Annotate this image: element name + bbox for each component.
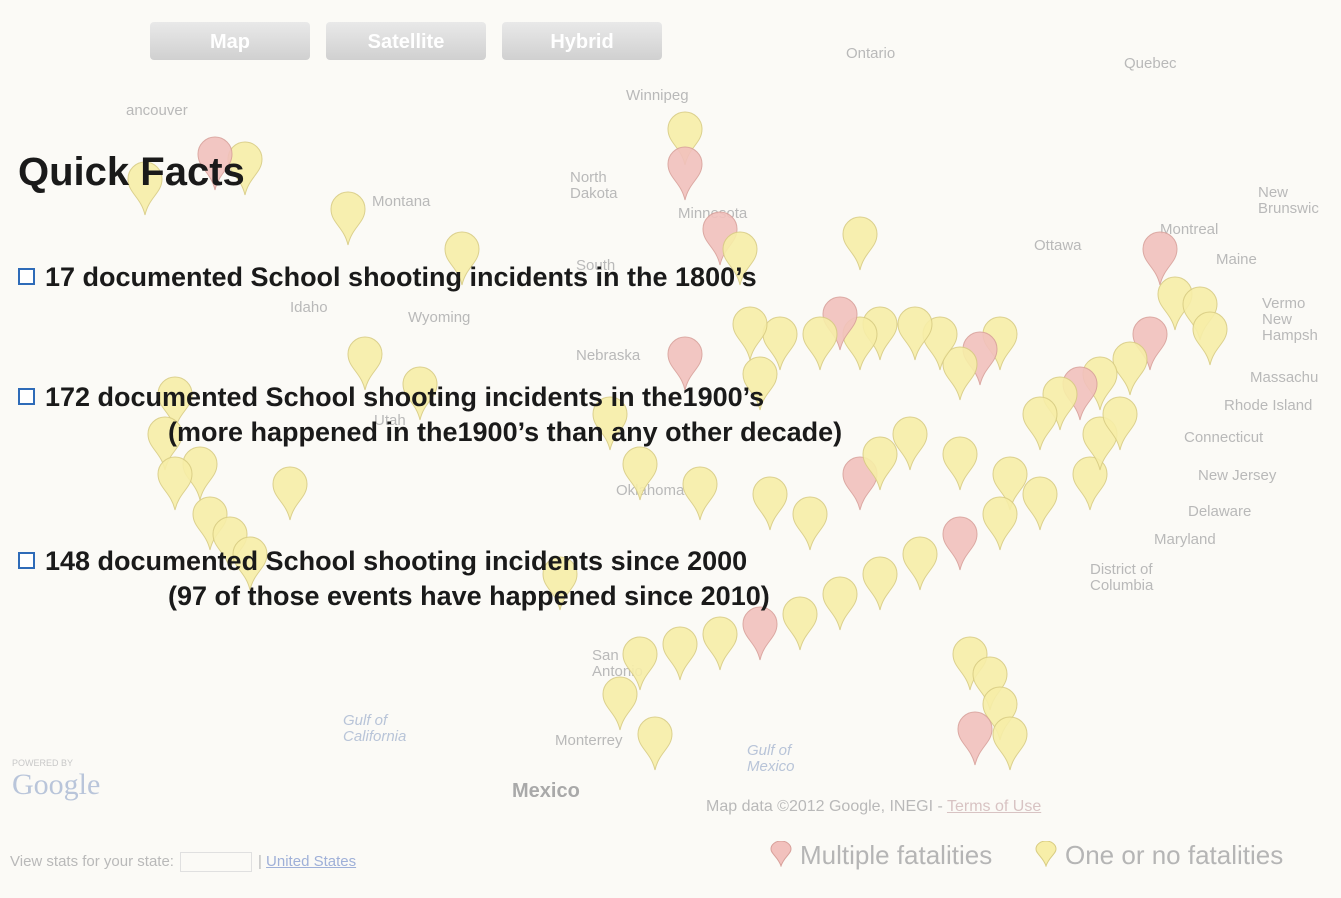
stats-link[interactable]: United States <box>266 853 356 870</box>
fact-sub: (more happened in the1900’s than any oth… <box>18 417 842 448</box>
state-select[interactable] <box>180 852 252 872</box>
fact-line: 148 documented School shooting incidents… <box>45 546 747 576</box>
legend-pin-shape <box>1036 841 1056 866</box>
stats-label: View stats for your state: <box>10 853 174 870</box>
legend-label: One or no fatalities <box>1065 840 1283 870</box>
legend-item: One or no fatalities <box>1035 840 1283 871</box>
map-type-button[interactable]: Satellite <box>326 22 486 60</box>
fact-line: 17 documented School shooting incidents … <box>45 262 757 292</box>
map-type-button[interactable]: Map <box>150 22 310 60</box>
map-attribution: Map data ©2012 Google, INEGI - Terms of … <box>706 798 1041 816</box>
map-type-button[interactable]: Hybrid <box>502 22 662 60</box>
legend-label: Multiple fatalities <box>800 840 992 870</box>
google-text: Google <box>12 768 100 801</box>
fact-sub: (97 of those events have happened since … <box>18 581 770 612</box>
stats-bar: View stats for your state:| United State… <box>10 852 356 872</box>
checkbox-bullet <box>18 388 35 405</box>
terms-link[interactable]: Terms of Use <box>947 798 1041 815</box>
powered-by: POWERED BY <box>12 758 100 768</box>
page: {"buttons": ["Map", "Satellite", "Hybrid… <box>0 0 1341 898</box>
checkbox-bullet <box>18 268 35 285</box>
legend-pin <box>1035 841 1057 867</box>
fact-line: 172 documented School shooting incidents… <box>45 382 764 412</box>
slide: Quick Facts 17 documented School shootin… <box>0 0 1341 898</box>
fact: 17 documented School shooting incidents … <box>18 262 757 293</box>
fact: 172 documented School shooting incidents… <box>18 382 842 448</box>
google-logo: POWERED BY Google <box>12 758 100 802</box>
checkbox-bullet <box>18 552 35 569</box>
fact: 148 documented School shooting incidents… <box>18 546 770 612</box>
legend-item: Multiple fatalities <box>770 840 992 871</box>
legend-pin <box>770 841 792 867</box>
title: Quick Facts <box>18 150 245 195</box>
legend-pin-shape <box>771 841 791 866</box>
map-data: Map data ©2012 Google, INEGI <box>706 798 933 815</box>
